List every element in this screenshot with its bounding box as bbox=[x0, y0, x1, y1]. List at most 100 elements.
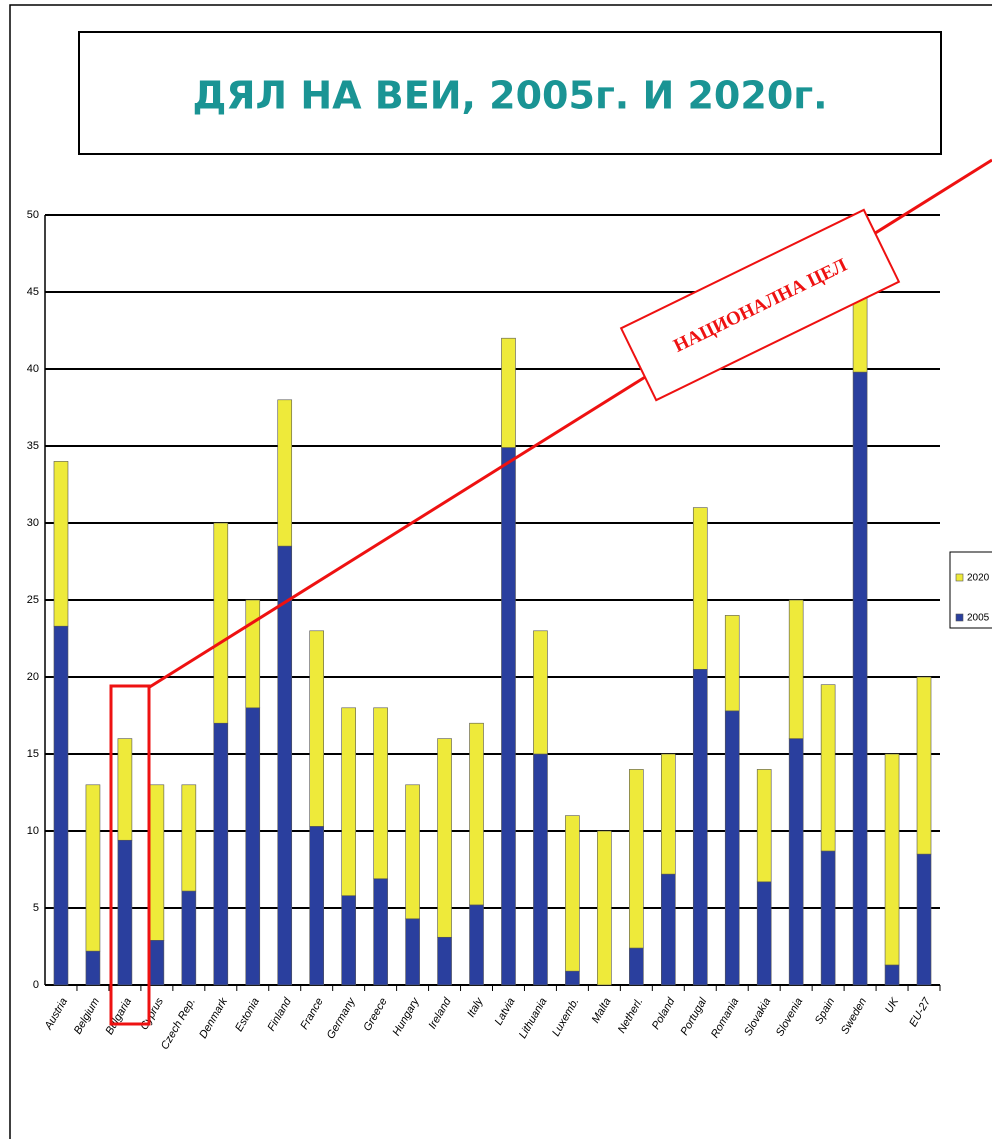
bar-segment bbox=[245, 599, 261, 709]
bar-segment bbox=[820, 684, 836, 852]
y-tick-label: 35 bbox=[27, 440, 39, 452]
bar-segment bbox=[53, 461, 69, 627]
legend-swatch bbox=[955, 613, 964, 622]
bar-segment bbox=[501, 337, 516, 448]
chart-title: ДЯЛ НА ВЕИ, 2005г. И 2020г. bbox=[192, 74, 827, 118]
x-tick-label: Belgium bbox=[72, 996, 102, 1036]
bar-segment bbox=[724, 615, 740, 712]
bar-segment bbox=[788, 599, 804, 739]
bar-segment bbox=[149, 940, 165, 986]
x-tick-label: Italy bbox=[465, 995, 486, 1020]
bar-segment bbox=[117, 738, 133, 841]
x-tick-label: Estonia bbox=[233, 996, 262, 1034]
highlight-box bbox=[109, 684, 151, 1026]
x-tick-label: UK bbox=[883, 995, 901, 1015]
bar-segment bbox=[661, 753, 676, 875]
bar-segment bbox=[213, 522, 229, 724]
bar-segment bbox=[661, 873, 676, 986]
x-tick-label: Denmark bbox=[197, 996, 230, 1041]
bar-segment bbox=[341, 707, 356, 896]
bar-segment bbox=[629, 947, 644, 986]
bar-segment bbox=[149, 784, 165, 941]
bar-segment bbox=[597, 830, 612, 986]
bar-segment bbox=[756, 769, 772, 883]
bar-segment bbox=[916, 676, 932, 855]
title-box bbox=[78, 31, 942, 155]
x-tick-label: Greece bbox=[361, 996, 389, 1033]
legend-label: 2005 bbox=[967, 613, 990, 624]
x-tick-label: Finland bbox=[265, 995, 294, 1033]
x-tick-label: France bbox=[298, 996, 326, 1032]
bar-segment bbox=[565, 970, 580, 986]
bar-segment bbox=[884, 964, 900, 986]
x-tick-label: Latvia bbox=[493, 996, 518, 1027]
y-tick-label: 25 bbox=[27, 594, 39, 606]
legend-label: 2020 bbox=[967, 573, 990, 584]
x-tick-label: Cyprus bbox=[138, 996, 166, 1033]
x-tick-label: Portugal bbox=[678, 995, 709, 1037]
legend-swatch bbox=[955, 573, 964, 582]
bar-segment bbox=[405, 784, 420, 920]
bar-segment bbox=[405, 918, 420, 986]
bar-segment bbox=[501, 447, 516, 986]
bar-segment bbox=[437, 738, 452, 938]
y-tick-label: 5 bbox=[33, 902, 39, 914]
bar-segment bbox=[916, 853, 932, 986]
x-tick-label: Luxemb. bbox=[550, 996, 581, 1039]
bar-segment bbox=[852, 371, 868, 986]
bar-segment bbox=[309, 630, 324, 827]
bar-segment bbox=[788, 738, 804, 986]
bar-segment bbox=[629, 769, 644, 949]
bar-segment bbox=[85, 950, 101, 986]
bar-segment bbox=[117, 839, 133, 986]
x-tick-label: Czech Rep. bbox=[159, 996, 198, 1052]
bar-segment bbox=[85, 784, 101, 952]
bar-segment bbox=[213, 722, 229, 986]
x-tick-label: Bulgaria bbox=[103, 996, 134, 1037]
x-tick-label: Sweden bbox=[839, 996, 869, 1036]
x-tick-label: Hungary bbox=[391, 995, 423, 1038]
bar-segment bbox=[277, 545, 293, 986]
bar-segment bbox=[692, 668, 708, 986]
bar-segment bbox=[309, 826, 324, 986]
x-tick-label: Romania bbox=[709, 996, 741, 1040]
bar-segment bbox=[724, 710, 740, 986]
x-tick-label: Netherl. bbox=[616, 996, 646, 1035]
bar-segment bbox=[277, 399, 293, 547]
x-tick-label: Slovakia bbox=[742, 996, 773, 1038]
x-tick-label: Slovenia bbox=[774, 996, 805, 1039]
y-tick-label: 40 bbox=[27, 363, 39, 375]
y-tick-label: 10 bbox=[27, 825, 39, 837]
x-tick-label: Lithuania bbox=[517, 996, 550, 1041]
bar-segment bbox=[181, 784, 197, 892]
x-tick-label: Spain bbox=[813, 996, 837, 1026]
bar-segment bbox=[469, 904, 484, 986]
bar-segment bbox=[53, 625, 69, 986]
bar-segment bbox=[181, 890, 197, 986]
x-tick-label: Austria bbox=[42, 996, 70, 1033]
y-tick-label: 0 bbox=[33, 979, 39, 991]
bar-segment bbox=[245, 707, 261, 986]
y-tick-label: 15 bbox=[27, 748, 39, 760]
y-tick-label: 30 bbox=[27, 517, 39, 529]
bar-segment bbox=[533, 630, 548, 755]
bar-segment bbox=[373, 878, 388, 986]
x-tick-label: Poland bbox=[650, 995, 678, 1031]
bar-segment bbox=[820, 850, 836, 986]
x-tick-label: Germany bbox=[325, 995, 359, 1041]
y-tick-label: 20 bbox=[27, 671, 39, 683]
bar-segment bbox=[533, 753, 548, 986]
y-tick-label: 45 bbox=[27, 286, 39, 298]
bar-segment bbox=[437, 936, 452, 986]
y-tick-label: 50 bbox=[27, 209, 39, 221]
bar-segment bbox=[469, 722, 484, 906]
bar-segment bbox=[341, 895, 356, 986]
x-tick-label: Malta bbox=[590, 996, 614, 1025]
bar-segment bbox=[692, 507, 708, 670]
bar-segment bbox=[756, 881, 772, 986]
bar-segment bbox=[884, 753, 900, 966]
bar-segment bbox=[565, 815, 580, 972]
frame bbox=[9, 4, 992, 1139]
stamp-box bbox=[619, 208, 901, 402]
x-tick-label: EU-27 bbox=[907, 995, 933, 1029]
